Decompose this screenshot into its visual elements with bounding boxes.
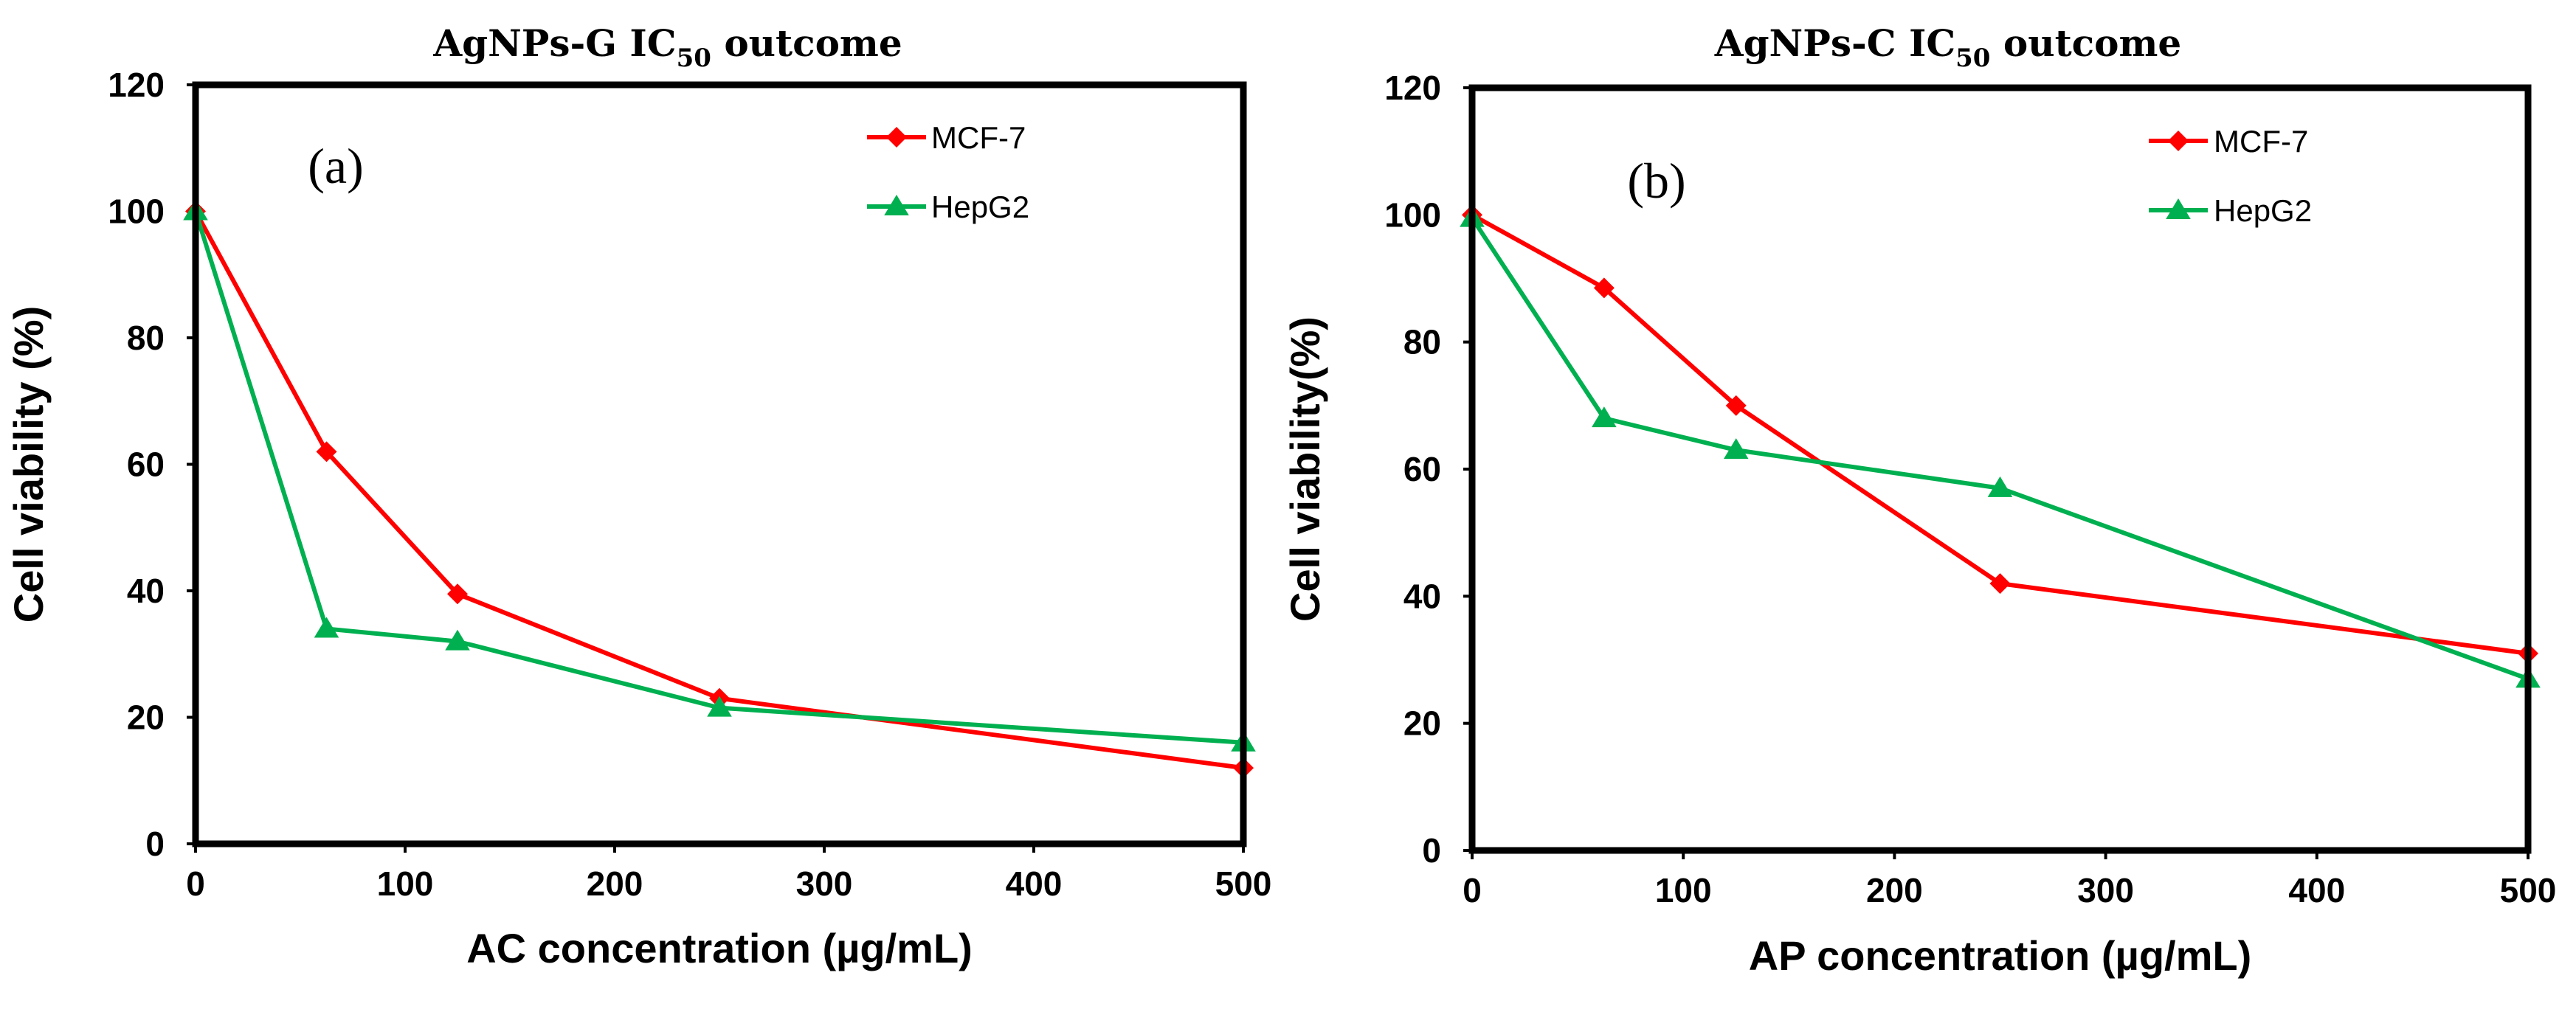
y-tick-label: 20 — [127, 699, 165, 737]
chart-title-subscript: 50 — [677, 44, 711, 73]
y-tick-label: 0 — [145, 825, 165, 863]
legend-marker — [884, 195, 909, 215]
y-tick-label: 100 — [108, 193, 165, 231]
legend-entry-hepg2: HepG2 — [867, 190, 1029, 224]
legend-entry-mcf-7: MCF-7 — [2149, 124, 2308, 159]
y-tick-label: 120 — [1384, 69, 1441, 107]
y-tick-label: 60 — [1403, 450, 1441, 488]
legend-entry-hepg2: HepG2 — [2149, 193, 2312, 228]
chart-panel-b: AgNPs-C IC50 outcome 0 20 40 60 80 100 120 0 100 2… — [1282, 21, 2556, 979]
panel-label: (b) — [1627, 153, 1685, 209]
x-tick-label: 300 — [2077, 871, 2134, 909]
data-point-mcf-7 — [447, 583, 468, 605]
data-point-hepg2 — [707, 696, 732, 717]
legend-label: HepG2 — [931, 190, 1029, 224]
y-tick-label: 120 — [108, 66, 165, 104]
legend-marker — [886, 127, 907, 148]
y-tick-label: 60 — [127, 446, 165, 484]
chart-title-suffix: outcome — [1990, 21, 2181, 65]
chart-panel-a: AgNPs-G IC50 outcome 0 20 40 60 80 100 120 0 100 2… — [5, 21, 1271, 971]
data-point-hepg2 — [1723, 438, 1749, 460]
x-tick-label: 100 — [377, 864, 434, 903]
data-point-hepg2 — [1987, 476, 2013, 497]
chart-title-suffix: outcome — [711, 21, 902, 65]
x-tick-label: 500 — [1215, 864, 1272, 903]
data-point-mcf-7 — [316, 441, 337, 462]
plot-frame — [1468, 84, 2532, 854]
y-tick-label: 80 — [1403, 323, 1441, 361]
x-tick-label: 100 — [1655, 871, 1712, 909]
y-tick-label: 40 — [127, 572, 165, 610]
plot-frame — [192, 81, 1247, 848]
x-tick-label: 300 — [796, 864, 853, 903]
y-tick-label: 40 — [1403, 577, 1441, 615]
chart-title-main: AgNPs-G IC — [432, 21, 676, 65]
y-axis-title: Cell viability (%) — [5, 306, 52, 623]
data-point-hepg2 — [314, 617, 339, 638]
chart-title-main: AgNPs-C IC — [1714, 21, 1955, 65]
y-axis-title: Cell viability(%) — [1282, 316, 1328, 622]
legend-label: MCF-7 — [2214, 124, 2308, 159]
x-axis-title: AC concentration (µg/mL) — [466, 925, 973, 971]
legend-marker — [2168, 131, 2189, 151]
x-tick-label: 400 — [2288, 871, 2345, 909]
x-tick-label: 500 — [2500, 871, 2557, 909]
x-tick-label: 0 — [186, 864, 205, 903]
x-tick-label: 200 — [1866, 871, 1923, 909]
y-tick-label: 80 — [127, 319, 165, 357]
chart-title: AgNPs-C IC50 outcome — [1714, 21, 2181, 73]
y-tick-label: 20 — [1403, 704, 1441, 743]
y-tick-label: 100 — [1384, 195, 1441, 234]
data-point-hepg2 — [1592, 406, 1617, 428]
panel-label: (a) — [308, 138, 363, 194]
x-axis-title: AP concentration (µg/mL) — [1749, 932, 2252, 979]
data-point-mcf-7 — [1593, 277, 1615, 299]
chart-title: AgNPs-G IC50 outcome — [432, 21, 902, 73]
chart-title-subscript: 50 — [1955, 44, 1990, 73]
y-tick-label: 0 — [1422, 831, 1441, 870]
data-point-hepg2 — [445, 629, 470, 651]
legend-label: MCF-7 — [931, 120, 1026, 155]
legend-label: HepG2 — [2214, 193, 2312, 228]
series-line-hepg2 — [1470, 216, 2530, 682]
x-tick-label: 400 — [1006, 864, 1063, 903]
x-tick-label: 0 — [1463, 871, 1482, 909]
legend-entry-mcf-7: MCF-7 — [867, 120, 1026, 155]
x-tick-label: 200 — [587, 864, 643, 903]
series-line-mcf-7 — [193, 210, 1244, 771]
data-point-mcf-7 — [1725, 395, 1747, 416]
data-point-mcf-7 — [1989, 573, 2011, 595]
legend-marker — [2166, 198, 2191, 219]
